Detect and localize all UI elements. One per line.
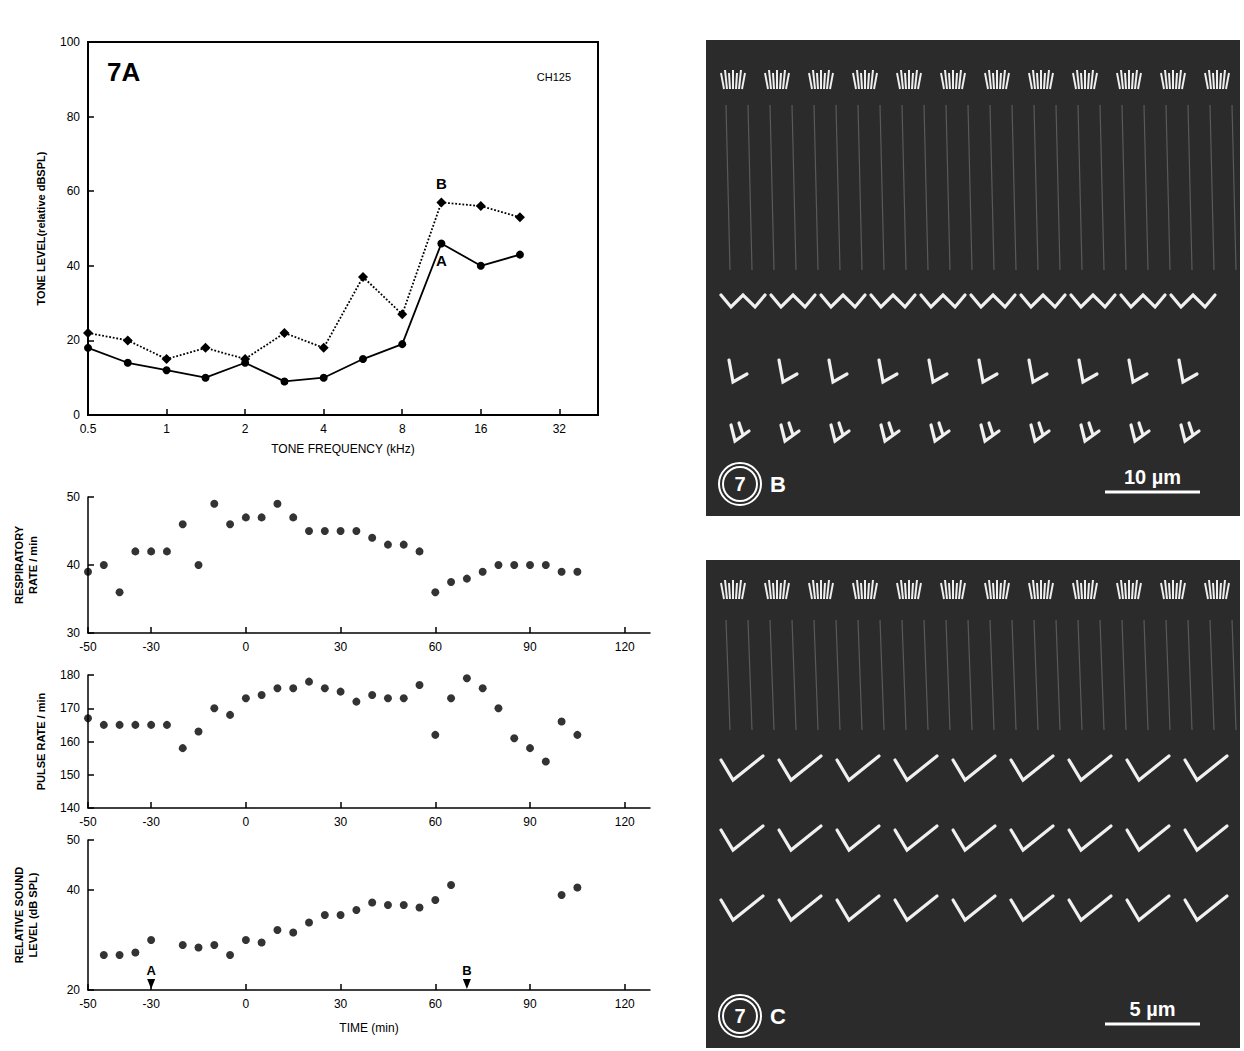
svg-text:-50: -50	[79, 815, 97, 829]
svg-text:32: 32	[553, 422, 567, 436]
svg-text:4: 4	[320, 422, 327, 436]
svg-text:120: 120	[615, 640, 635, 654]
svg-text:60: 60	[67, 184, 81, 198]
svg-text:TIME (min): TIME (min)	[339, 1021, 398, 1035]
svg-text:140: 140	[60, 801, 80, 815]
svg-text:A: A	[436, 252, 447, 269]
svg-text:-30: -30	[142, 640, 160, 654]
svg-text:8: 8	[399, 422, 406, 436]
svg-text:80: 80	[67, 110, 81, 124]
svg-text:1: 1	[163, 422, 170, 436]
svg-text:-50: -50	[79, 997, 97, 1011]
svg-text:-30: -30	[142, 815, 160, 829]
svg-text:30: 30	[67, 626, 81, 640]
svg-text:7: 7	[734, 473, 745, 495]
svg-text:RATE / min: RATE / min	[27, 536, 39, 594]
svg-text:0: 0	[243, 640, 250, 654]
svg-text:RESPIRATORY: RESPIRATORY	[13, 525, 25, 604]
svg-text:50: 50	[67, 833, 81, 847]
svg-text:B: B	[462, 963, 471, 978]
svg-text:0: 0	[243, 997, 250, 1011]
svg-text:B: B	[436, 175, 447, 192]
svg-text:2: 2	[242, 422, 249, 436]
svg-text:100: 100	[60, 35, 80, 49]
svg-text:CH125: CH125	[537, 71, 571, 83]
svg-text:C: C	[770, 1004, 786, 1029]
svg-text:90: 90	[523, 997, 537, 1011]
svg-text:120: 120	[615, 815, 635, 829]
svg-text:-50: -50	[79, 640, 97, 654]
svg-text:LEVEL (dB SPL): LEVEL (dB SPL)	[27, 872, 39, 957]
svg-text:50: 50	[67, 490, 81, 504]
svg-text:90: 90	[523, 640, 537, 654]
svg-text:PULSE RATE / min: PULSE RATE / min	[35, 692, 47, 790]
svg-text:TONE LEVEL(relative dBSPL): TONE LEVEL(relative dBSPL)	[35, 151, 47, 305]
svg-text:TONE FREQUENCY (kHz): TONE FREQUENCY (kHz)	[271, 442, 415, 456]
svg-text:10 µm: 10 µm	[1124, 466, 1181, 488]
svg-text:0.5: 0.5	[80, 422, 97, 436]
svg-text:30: 30	[334, 815, 348, 829]
svg-text:60: 60	[429, 640, 443, 654]
svg-text:0: 0	[73, 408, 80, 422]
svg-text:160: 160	[60, 735, 80, 749]
svg-text:40: 40	[67, 259, 81, 273]
svg-text:30: 30	[334, 640, 348, 654]
svg-text:150: 150	[60, 768, 80, 782]
svg-text:90: 90	[523, 815, 537, 829]
svg-text:40: 40	[67, 883, 81, 897]
svg-text:180: 180	[60, 668, 80, 682]
svg-text:-30: -30	[142, 997, 160, 1011]
svg-text:30: 30	[334, 997, 348, 1011]
svg-text:40: 40	[67, 558, 81, 572]
svg-text:60: 60	[429, 815, 443, 829]
svg-text:7: 7	[734, 1005, 745, 1027]
svg-text:20: 20	[67, 983, 81, 997]
svg-text:60: 60	[429, 997, 443, 1011]
svg-text:0: 0	[243, 815, 250, 829]
svg-text:7A: 7A	[107, 57, 140, 87]
svg-text:B: B	[770, 472, 786, 497]
svg-text:170: 170	[60, 701, 80, 715]
svg-text:RELATIVE SOUND: RELATIVE SOUND	[13, 867, 25, 963]
svg-text:20: 20	[67, 333, 81, 347]
svg-text:120: 120	[615, 997, 635, 1011]
svg-text:5 µm: 5 µm	[1130, 998, 1176, 1020]
svg-text:A: A	[146, 963, 156, 978]
svg-text:16: 16	[474, 422, 488, 436]
